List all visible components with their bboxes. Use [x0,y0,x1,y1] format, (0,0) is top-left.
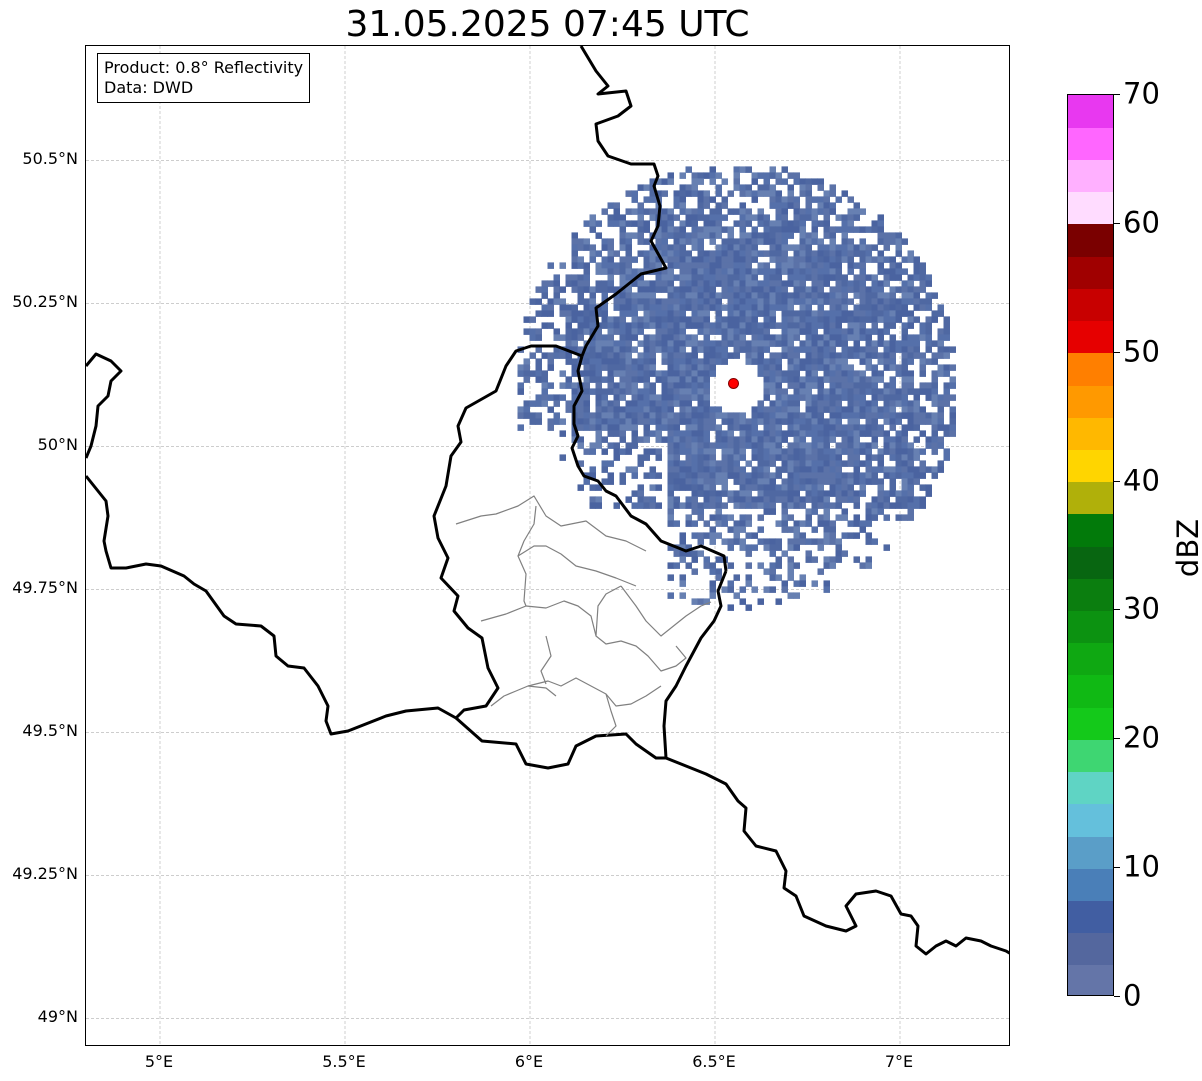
map-panel[interactable] [85,45,1010,1046]
colorbar-tick-mark [1114,609,1120,611]
canton-line [517,545,637,587]
colorbar-segment [1068,578,1113,612]
colorbar-segment [1068,352,1113,386]
colorbar-segment [1068,546,1113,579]
lat-tick-label: 49°N [37,1007,78,1027]
colorbar-segment [1068,803,1113,837]
map-title: 31.05.2025 07:45 UTC [345,4,750,45]
colorbar-tick-label: 40 [1123,463,1160,498]
colorbar-segment [1068,127,1113,161]
lon-tick-label: 6°E [514,1052,544,1071]
lon-tick-label: 6.5°E [692,1052,736,1071]
colorbar-tick-label: 50 [1123,334,1160,369]
radar-map[interactable] [86,46,1010,1046]
gridlines [86,46,1009,1045]
colorbar-segment [1068,288,1113,322]
colorbar [1067,94,1114,996]
colorbar-tick-mark [1114,351,1120,353]
colorbar-segment [1068,384,1113,418]
colorbar-tick-label: 30 [1123,591,1160,626]
colorbar-segment [1068,868,1113,901]
border-nw [86,352,123,459]
border-be-lu [432,344,583,720]
lat-tick-label: 49.75°N [12,578,78,598]
border-de-fr [665,756,1009,956]
colorbar-segment [1068,513,1113,547]
colorbar-tick-label: 10 [1123,849,1160,884]
canton-line [620,585,712,637]
colorbar-tick-mark [1114,94,1120,95]
canton-line [595,635,687,672]
radar-site-dot [728,377,739,389]
colorbar-segment [1068,771,1113,805]
lat-tick-label: 49.5°N [22,721,78,741]
colorbar-tick-mark [1114,867,1120,869]
country-borders [86,46,1009,956]
lat-tick-label: 50.5°N [22,149,78,169]
colorbar-tick-label: 70 [1123,76,1160,111]
colorbar-segment [1068,835,1113,869]
border-lu-fr [455,716,666,770]
canton-line [527,677,662,707]
colorbar-segment [1068,159,1113,193]
colorbar-segment [1068,900,1113,934]
canton-line [480,585,622,637]
colorbar-tick-mark [1114,480,1120,482]
colorbar-segment [1068,481,1113,515]
colorbar-segment [1068,256,1113,289]
border-de-north [579,46,668,357]
canton-line [605,693,617,737]
colorbar-tick-mark [1114,738,1120,740]
border-be-fr [86,475,457,736]
canton-line [540,635,552,685]
border-de-lu [570,355,728,572]
lon-tick-label: 5.5°E [322,1052,366,1071]
colorbar-segment [1068,642,1113,676]
colorbar-segment [1068,932,1113,966]
colorbar-segment [1068,320,1113,354]
colorbar-tick-mark [1114,222,1120,224]
product-label: Product: 0.8° Reflectivity [104,58,304,77]
colorbar-segment [1068,964,1113,995]
canton-line [490,685,557,707]
data-source-label: Data: DWD [104,78,194,97]
colorbar-segment [1068,707,1113,740]
lat-tick-label: 49.25°N [12,864,78,884]
colorbar-segment [1068,223,1113,257]
colorbar-segment [1068,739,1113,773]
colorbar-segment [1068,674,1113,708]
colorbar-segment [1068,610,1113,644]
colorbar-label: dBZ [1171,518,1202,578]
colorbar-segment [1068,191,1113,225]
colorbar-segment [1068,95,1113,128]
lon-tick-label: 5°E [144,1052,174,1071]
lon-tick-label: 7°E [884,1052,914,1071]
colorbar-segment [1068,417,1113,450]
colorbar-tick-label: 60 [1123,205,1160,240]
radar-site-marker [728,377,739,389]
radar-echo-field [517,166,956,611]
colorbar-tick-label: 0 [1123,978,1142,1013]
lat-tick-label: 50.25°N [12,292,78,312]
colorbar-tick-label: 20 [1123,720,1160,755]
product-info-box: Product: 0.8° Reflectivity Data: DWD [97,53,311,103]
canton-line [455,495,647,552]
colorbar-segment [1068,449,1113,483]
lat-tick-label: 50°N [37,435,78,455]
colorbar-tick-mark [1114,996,1120,997]
canton-line [517,505,537,607]
border-de-lu-south [662,570,728,759]
